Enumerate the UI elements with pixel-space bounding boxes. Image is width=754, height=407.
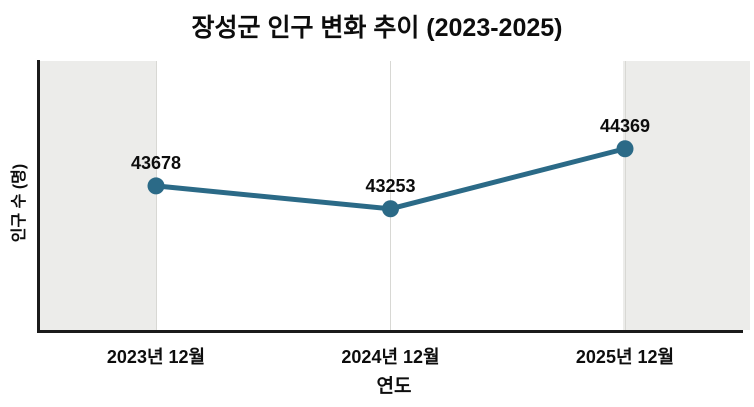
y-axis-label: 인구 수 (명) [11,163,28,243]
shaded-band-left [40,61,156,330]
x-tick-label: 2024년 12월 [341,347,440,367]
gridline [155,61,157,330]
x-axis-line [37,330,743,333]
gridline [390,61,391,330]
chart-title: 장성군 인구 변화 추이 (2023-2025) [191,14,563,42]
data-label: 43253 [365,175,416,196]
y-axis-line [37,60,40,333]
x-tick-label: 2025년 12월 [575,347,675,367]
data-point-marker [382,200,399,218]
plot-area: 43678 43253 44369 [38,61,750,330]
shaded-band-right [623,61,750,330]
x-axis-title: 연도 [376,376,412,397]
gridline [624,61,626,330]
data-label: 43678 [130,152,182,173]
data-label: 44369 [599,115,651,136]
data-point-marker [616,140,634,158]
line-series [147,140,634,218]
x-tick-label: 2023년 12월 [106,347,206,367]
data-point-marker [147,177,165,195]
